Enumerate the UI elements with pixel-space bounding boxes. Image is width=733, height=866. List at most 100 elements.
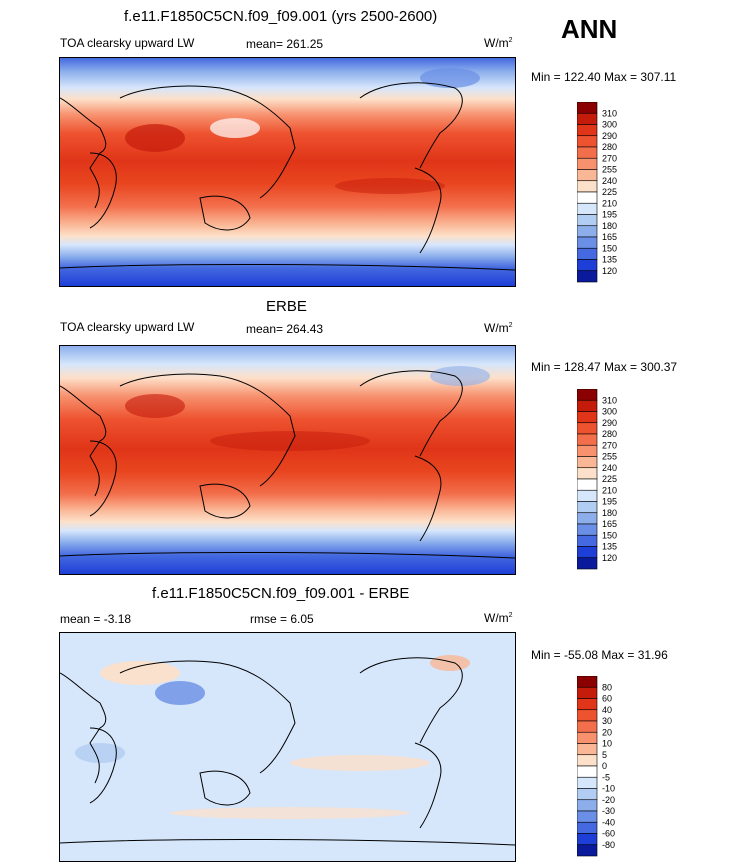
panel2-colorbar: 310 300 290 280 270 255 240 225 210 195 180 165 150 1… [576,388,637,576]
panel1-colorbar-box [576,259,598,272]
panel2-colorbar-label: 180 [602,508,617,518]
panel3-colorbar-label: -10 [602,784,615,794]
panel3-rmse-label: rmse = 6.05 [250,612,314,626]
panel1-colorbar-label: 165 [602,232,617,242]
panel2-colorbar-box [576,411,598,424]
panel1-colorbar-label: 195 [602,210,617,220]
panel1-colorbar-box [576,112,598,125]
panel3-coastlines [60,657,515,846]
panel3-colorbar-label: 40 [602,705,612,715]
panel1-field [60,58,515,286]
panel1-colorbar-label: 290 [602,131,617,141]
units-text: W/m [484,611,509,625]
panel3-units-label: W/m2 [484,611,513,625]
panel3-colorbar-box [576,731,598,744]
panel1-colorbar-label: 240 [602,176,617,186]
units-exponent: 2 [508,322,513,329]
panel2-colorbar-label: 165 [602,519,617,529]
panel3-colorbar-label: 10 [602,739,612,749]
panel1-colorbar-box [576,270,598,283]
panel2-colorbar-label: 310 [602,395,617,405]
units-text: W/m [484,321,509,335]
panel3-colorbar-box [576,698,598,711]
panel2-colorbar-box [576,534,598,547]
panel1-minmax-label: Min = 122.40 Max = 307.11 [531,70,677,84]
panel2-colorbar-label: 270 [602,440,617,450]
panel1-colorbar-label: 255 [602,165,617,175]
panel3-colorbar-label: -5 [602,772,610,782]
panel2-mean-label: mean= 264.43 [246,322,324,336]
panel1-map [59,57,516,287]
panel3-colorbar-label: -60 [602,829,615,839]
panel1-colorbar-label: 180 [602,221,617,231]
panel1-mean-text: mean= 261.25 [246,37,324,51]
panel3-map [59,632,516,862]
panel1-colorbar-label: 280 [602,142,617,152]
panel2-colorbar-label: 135 [602,542,617,552]
panel3-colorbar-box [576,675,598,688]
panel1-colorbar-box [576,202,598,215]
panel3-colorbar-label: -30 [602,806,615,816]
panel1-colorbar-box [576,157,598,170]
panel2-colorbar-label: 150 [602,530,617,540]
panel1-colorbar-label: 300 [602,120,617,130]
panel3-colorbar-label: 0 [602,761,607,771]
panel1-units-label: W/m2 [484,36,513,50]
panel1-colorbar-label: 150 [602,243,617,253]
season-label: ANN [561,14,618,44]
panel2-colorbar-box [576,388,598,401]
panel2-colorbar-label: 210 [602,485,617,495]
panel2-colorbar-box [576,478,598,491]
panel3-colorbar: 80 60 40 30 20 10 5 0 -5 -10 -20 -30 -40 -60 -80 [576,675,637,863]
panel3-colorbar-label: -20 [602,795,615,805]
panel2-colorbar-label: 300 [602,407,617,417]
panel3-colorbar-box [576,821,598,834]
panel1-colorbar-box [576,101,598,114]
panel2-colorbar-label: 225 [602,474,617,484]
panel2-field [60,346,515,574]
panel1-colorbar-box [576,180,598,193]
panel3-colorbar-label: -40 [602,817,615,827]
panel1-colorbar-label: 210 [602,198,617,208]
panel3-colorbar-label: -80 [602,840,615,850]
panel1-colorbar-box [576,247,598,260]
panel3-colorbar-box [576,686,598,699]
panel1-coastlines [60,82,515,271]
panel2-colorbar-box [576,501,598,514]
panel2-colorbar-box [576,444,598,457]
panel1-colorbar-box [576,225,598,238]
panel3-colorbar-box [576,844,598,857]
panel1-colorbar-box [576,135,598,148]
panel3-colorbar-box [576,810,598,823]
panel1-colorbar-label: 225 [602,187,617,197]
panel2-colorbar-box [576,523,598,536]
panel3-colorbar-label: 30 [602,716,612,726]
panel2-units-label: W/m2 [484,321,513,335]
panel1-mean-label: mean= 261.25 [246,37,323,51]
panel3-colorbar-label: 80 [602,682,612,692]
panel3-colorbar-box [576,776,598,789]
panel2-colorbar-label: 240 [602,463,617,473]
panel2-colorbar-label: 280 [602,429,617,439]
panel1-colorbar-box [576,169,598,182]
units-text: W/m [484,36,509,50]
panel2-colorbar-box [576,512,598,525]
panel1-colorbar-label: 270 [602,153,617,163]
panel2-colorbar-box [576,467,598,480]
panel1-colorbar-box [576,214,598,227]
panel1-colorbar-box [576,146,598,159]
panel3-colorbar-label: 60 [602,694,612,704]
panel1-colorbar-box [576,191,598,204]
panel2-minmax-label: Min = 128.47 Max = 300.37 [531,360,678,374]
panel2-colorbar-box [576,557,598,570]
panel3-map-svg [60,633,515,861]
panel3-colorbar-box [576,765,598,778]
panel2-variable-label: TOA clearsky upward LW [60,320,195,334]
panel3-colorbar-box [576,709,598,722]
panel2-colorbar-label: 120 [602,553,617,563]
panel1-variable-label: TOA clearsky upward LW [60,36,195,50]
panel3-minmax-label: Min = -55.08 Max = 31.96 [531,648,668,662]
